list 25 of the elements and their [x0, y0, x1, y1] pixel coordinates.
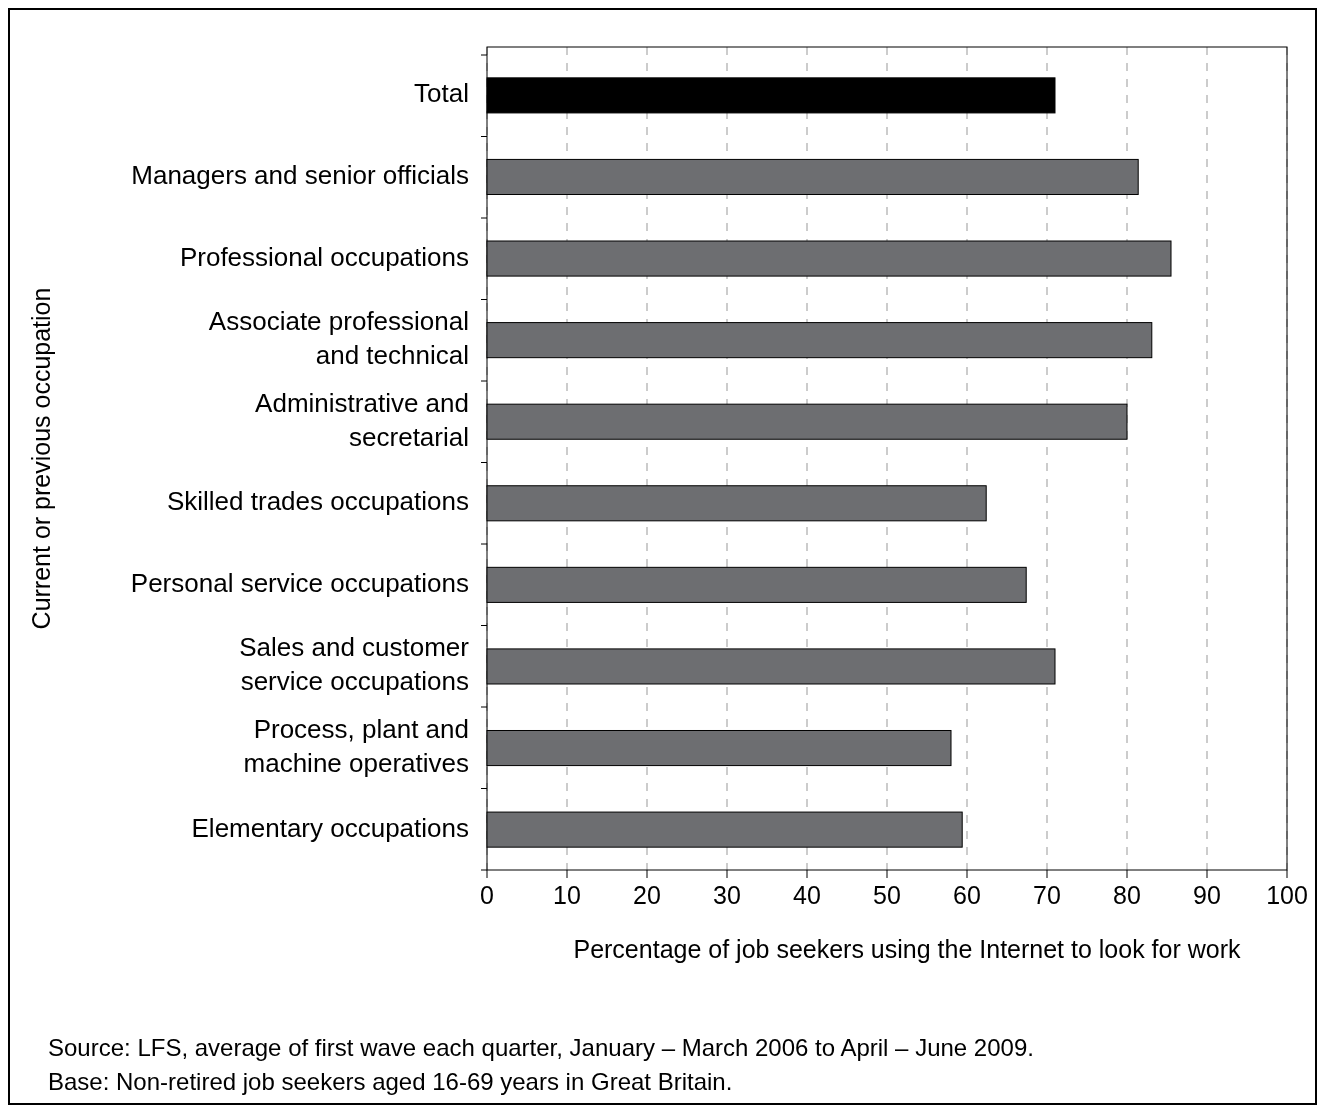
- y-tick-label: Administrative and secretarial: [255, 387, 469, 452]
- y-tick-label: Sales and customer service occupations: [239, 632, 470, 697]
- x-tick-label: 100: [1266, 881, 1308, 909]
- text: Base: Non-retired job seekers aged 16-69 years in Great Britain.: [48, 1068, 733, 1095]
- x-tick-label: 50: [873, 881, 901, 909]
- x-axis-title: Percentage of job seekers using the Internet to look for work: [573, 935, 1242, 963]
- x-tick-label: 70: [1033, 881, 1061, 909]
- y-tick-label: Elementary occupations: [191, 812, 469, 843]
- x-tick-label: 0: [480, 881, 494, 909]
- y-tick-label: Process, plant and machine operatives: [243, 713, 469, 778]
- y-tick-label: Associate professional and technical: [208, 306, 469, 370]
- source-note: Source: LFS, average of first wave each quarter, January – March 2006 to April – June 2009.: [48, 1034, 1034, 1061]
- y-tick-label: Professional occupations: [179, 241, 469, 272]
- x-tick-label: 60: [953, 881, 981, 909]
- x-tick-label: 10: [553, 881, 581, 909]
- x-tick-label: 40: [793, 881, 821, 909]
- y-tick-label: Total: [414, 78, 469, 109]
- x-tick-label: 30: [713, 881, 741, 909]
- y-axis-title: Current or previous occupation: [27, 287, 55, 630]
- y-tick-label: Managers and senior officials: [131, 159, 469, 190]
- y-tick-label: Personal service occupations: [130, 567, 469, 598]
- y-tick-label: Skilled trades occupations: [166, 486, 469, 517]
- x-tick-label: 90: [1193, 881, 1221, 909]
- x-tick-label: 80: [1113, 881, 1141, 909]
- x-tick-label: 20: [633, 881, 661, 909]
